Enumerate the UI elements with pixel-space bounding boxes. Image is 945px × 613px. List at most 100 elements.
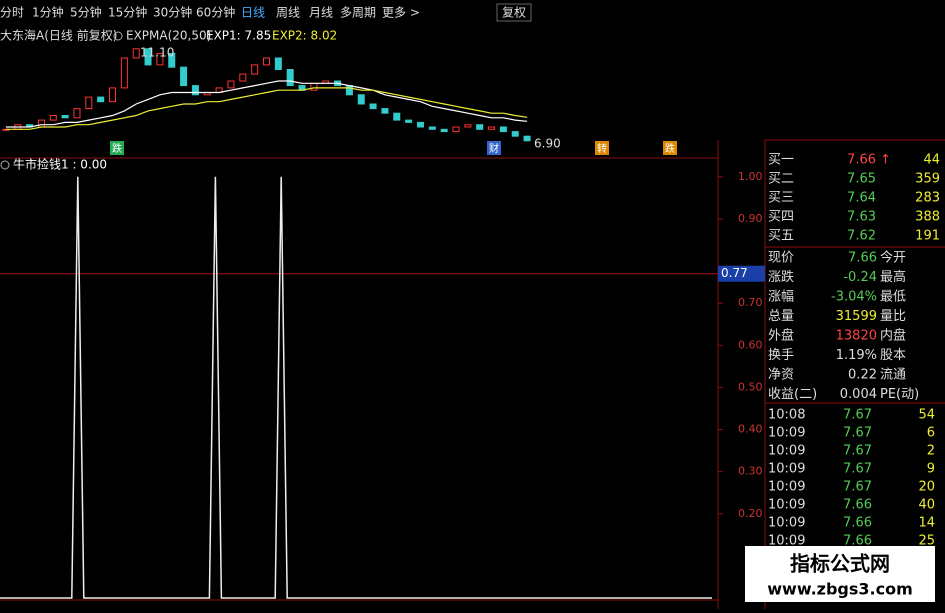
quote-text: 7.67 xyxy=(843,408,872,423)
quote-text: 14 xyxy=(918,516,935,531)
quote-text: 10:09 xyxy=(768,534,805,549)
candle xyxy=(476,124,484,130)
candle xyxy=(239,73,247,82)
adjust-button[interactable]: 复权 xyxy=(502,6,526,20)
candle xyxy=(251,64,259,75)
quote-text: 7.66 xyxy=(843,534,872,549)
candle xyxy=(156,52,164,66)
quote-text: 买二 xyxy=(768,172,794,187)
quote-text: 7.66 xyxy=(843,498,872,513)
quote-text: 0.004 xyxy=(840,387,877,402)
indicator-name: EXPMA(20,50) xyxy=(126,29,211,43)
settings-icon[interactable] xyxy=(0,160,10,170)
quote-text: 10:09 xyxy=(768,480,805,495)
quote-text: 40 xyxy=(918,498,935,513)
exp-line xyxy=(5,80,528,128)
quote-text: 换手 xyxy=(768,348,794,363)
quote-text: 现价 xyxy=(768,251,794,266)
candle xyxy=(191,85,199,96)
quote-text: 359 xyxy=(915,172,940,187)
toolbar-tab[interactable]: 多周期 xyxy=(340,6,376,20)
quote-text: 2 xyxy=(927,444,935,459)
y-tick-label: 0.30 xyxy=(738,465,763,478)
toolbar-tab[interactable]: 更多 > xyxy=(382,6,420,20)
toolbar-tab[interactable]: 月线 xyxy=(309,6,333,20)
event-label: 跌 xyxy=(112,142,122,155)
quote-text: 10:09 xyxy=(768,516,805,531)
quote-text: 净资 xyxy=(768,368,794,383)
candle xyxy=(523,135,531,142)
toolbar-tab[interactable]: 分时 xyxy=(0,6,24,20)
quote-text: 量比 xyxy=(880,309,906,324)
quote-text: 388 xyxy=(915,210,940,225)
candle xyxy=(37,119,45,128)
quote-text: -0.24 xyxy=(843,270,877,285)
event-label: 转 xyxy=(597,142,607,155)
quote-text: 买四 xyxy=(768,210,794,225)
quote-text: 10:09 xyxy=(768,444,805,459)
candle xyxy=(97,96,105,103)
exp-line xyxy=(5,87,528,130)
candle xyxy=(369,103,377,110)
quote-text: 流通 xyxy=(880,368,906,383)
y-tick-label: 0.90 xyxy=(738,212,763,225)
quote-text: 7.66 xyxy=(843,516,872,531)
quote-text: 买五 xyxy=(768,229,794,244)
toolbar-tab[interactable]: 30分钟 xyxy=(153,5,192,20)
toolbar-tab[interactable]: 15分钟 xyxy=(108,5,147,20)
y-tick-label: 0.20 xyxy=(738,507,763,520)
candle xyxy=(511,131,519,137)
exp2-label: EXP2: 8.02 xyxy=(272,29,337,43)
quote-text: 7.63 xyxy=(847,210,876,225)
candle xyxy=(310,82,318,91)
candle xyxy=(263,57,270,66)
candle xyxy=(61,115,69,119)
y-tick-label: 0.40 xyxy=(738,423,763,436)
quote-text: PE(动) xyxy=(880,387,919,402)
quote-text: 191 xyxy=(915,229,940,244)
candle xyxy=(357,94,365,105)
quote-text: 7.64 xyxy=(847,191,876,206)
toolbar-tab[interactable]: 5分钟 xyxy=(70,5,102,20)
candle xyxy=(274,57,282,70)
settings-icon[interactable] xyxy=(113,31,123,41)
quote-text: 10:09 xyxy=(768,462,805,477)
candle xyxy=(393,112,401,121)
event-marker xyxy=(663,141,677,155)
candle xyxy=(120,57,128,89)
candle xyxy=(85,96,93,110)
candle xyxy=(405,119,413,123)
quote-text: 7.65 xyxy=(847,172,876,187)
quote-text: 买一 xyxy=(768,153,794,168)
candle xyxy=(416,121,424,128)
toolbar-tab[interactable]: 日线 xyxy=(241,6,265,20)
candle xyxy=(464,124,472,128)
cursor-label: 0.77 xyxy=(721,266,748,280)
event-label: 财 xyxy=(489,142,499,155)
toolbar-tab[interactable]: 1分钟 xyxy=(32,5,64,20)
y-tick-label: 0.70 xyxy=(738,296,763,309)
candle xyxy=(144,48,152,66)
quote-text: -3.04% xyxy=(831,290,877,305)
quote-text: 涨幅 xyxy=(768,290,794,305)
quote-text: 20 xyxy=(918,480,935,495)
quote-text: 涨跌 xyxy=(768,269,794,285)
quote-text: 10:09 xyxy=(768,498,805,513)
candle xyxy=(440,128,448,133)
quote-text: 6 xyxy=(927,426,935,441)
event-marker xyxy=(595,141,609,155)
quote-text: 外盘 xyxy=(768,328,794,344)
stock-title: 大东海A(日线 前复权) xyxy=(0,28,117,43)
candle xyxy=(49,115,57,121)
quote-text: 今开 xyxy=(880,250,906,266)
y-tick-label: 1.00 xyxy=(738,170,763,183)
low-label: 6.90 xyxy=(534,137,561,151)
indicator-title: 牛市捡钱1 : 0.00 xyxy=(13,157,107,172)
toolbar-tab[interactable]: 周线 xyxy=(276,6,300,20)
toolbar-tab[interactable]: 60分钟 xyxy=(196,5,235,20)
candle xyxy=(132,48,140,59)
quote-text: 31599 xyxy=(836,309,877,324)
event-marker xyxy=(487,141,501,155)
candle xyxy=(428,126,436,130)
